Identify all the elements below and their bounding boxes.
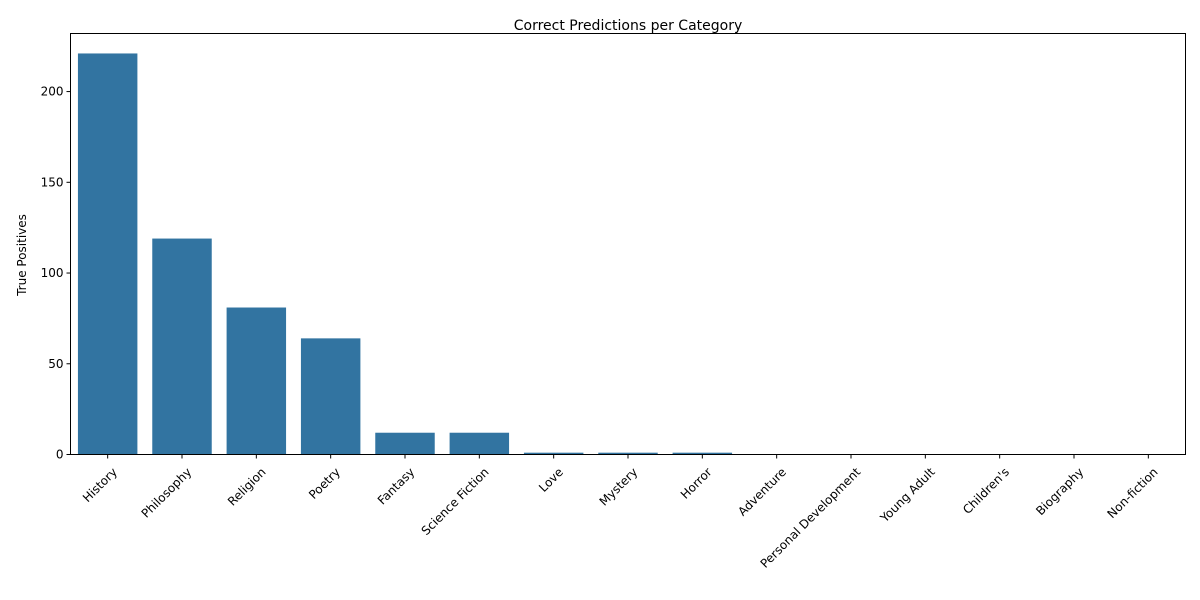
bar-history xyxy=(77,53,138,455)
bar-poetry xyxy=(300,338,361,455)
x-tick-label: Non-fiction xyxy=(1105,465,1161,521)
x-tick-label: Mystery xyxy=(597,465,641,509)
x-tick-label: History xyxy=(80,465,120,505)
x-tick-label: Horror xyxy=(678,465,715,502)
x-tick-label: Fantasy xyxy=(375,465,418,508)
bar-mystery xyxy=(598,452,658,455)
bar-religion xyxy=(226,307,287,455)
x-tick-label: Science Fiction xyxy=(419,465,492,538)
x-tick-label: Young Adult xyxy=(877,465,938,526)
bar-love xyxy=(523,452,584,455)
x-tick-label: Adventure xyxy=(735,465,789,519)
x-tick-label: Philosophy xyxy=(139,465,195,521)
y-tick-label: 0 xyxy=(56,448,64,462)
x-tick-label: Love xyxy=(536,465,566,495)
bars-group xyxy=(77,53,733,455)
bar-philosophy xyxy=(152,238,212,455)
bar-horror xyxy=(672,452,733,455)
y-axis-label: True Positives xyxy=(15,214,29,297)
y-tick-label: 150 xyxy=(41,175,64,189)
bar-science-fiction xyxy=(449,432,510,455)
y-tick-label: 100 xyxy=(41,266,64,280)
x-tick-label: Biography xyxy=(1033,465,1086,518)
x-tick-label: Religion xyxy=(225,465,269,509)
y-tick-label: 50 xyxy=(48,357,63,371)
plot-frame xyxy=(70,33,1186,455)
y-axis: 0 50 100 150 200 xyxy=(41,85,71,462)
x-tick-label: Poetry xyxy=(306,465,343,502)
x-tick-label: Children's xyxy=(960,465,1012,517)
chart-title: Correct Predictions per Category xyxy=(514,18,743,34)
x-axis: History Philosophy Religion Poetry Fantasy Sc… xyxy=(80,454,1161,571)
bar-fantasy xyxy=(375,432,435,455)
y-tick-label: 200 xyxy=(41,85,64,99)
